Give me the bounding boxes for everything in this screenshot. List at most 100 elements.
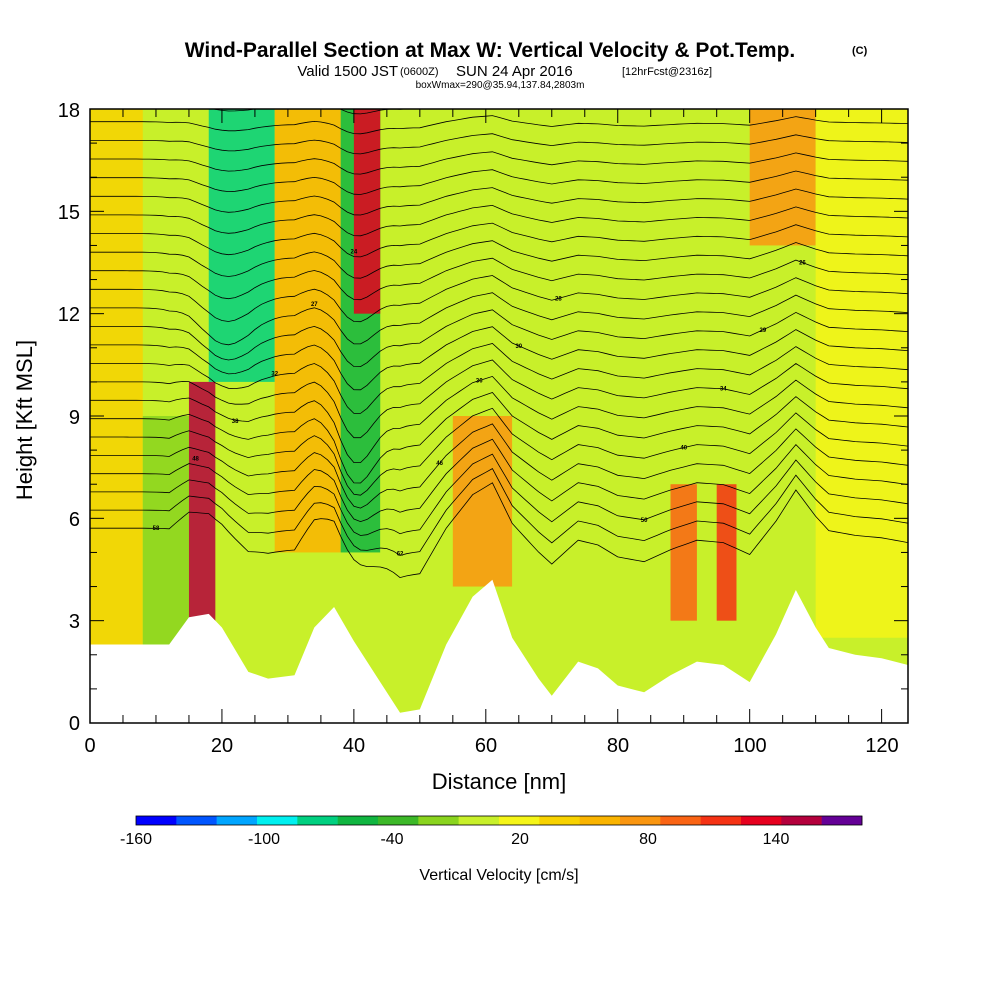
colorbar-swatch [337, 816, 379, 825]
subtitle-box-max: boxWmax=290@35.94,137.84,2803m [416, 80, 585, 91]
colorbar-swatch [378, 816, 419, 825]
colorbar-swatch [297, 816, 338, 825]
theta-contour [90, 453, 908, 536]
x-tick-label: 0 [84, 735, 95, 757]
colorbar-swatches [136, 816, 863, 825]
x-axis-label: Distance [nm] [432, 769, 567, 794]
colorbar-swatch [458, 816, 500, 825]
theta-contour-label: 24 [351, 250, 358, 256]
x-tick-label: 40 [343, 735, 365, 757]
colorbar-tick-label: 140 [763, 831, 790, 848]
y-tick-label: 6 [69, 509, 80, 531]
theta-contour [90, 169, 908, 195]
subtitle-utc: (0600Z) [400, 66, 439, 78]
y-tick-label: 9 [69, 407, 80, 429]
velocity-cell [274, 109, 341, 553]
velocity-cell [749, 109, 816, 246]
y-axis: 0 3 6 9 12 15 18 Height [Kft MSL] [12, 100, 80, 735]
x-tick-label: 60 [475, 735, 497, 757]
colorbar-swatch [700, 816, 742, 825]
theta-contour-label: 34 [720, 387, 727, 393]
theta-contour [90, 309, 908, 368]
velocity-cell [815, 109, 908, 638]
subtitle-forecast: [12hrFcst@2316z] [622, 66, 712, 78]
x-tick-label: 120 [865, 735, 898, 757]
velocity-cell [208, 109, 275, 382]
colorbar-swatch [418, 816, 459, 825]
y-tick-label: 3 [69, 611, 80, 633]
subtitle-date: SUN 24 Apr 2016 [456, 63, 573, 80]
theta-contour [90, 343, 908, 414]
colorbar-tick-label: -40 [380, 831, 403, 848]
theta-contour [90, 151, 908, 175]
theta-contour [90, 392, 908, 484]
theta-contour-label: 58 [153, 526, 160, 532]
potential-temperature-contours: 58 62 50 48 46 40 38 36 34 32 30 29 27 28 26 24 [90, 109, 908, 579]
theta-contour [90, 187, 908, 216]
x-tick-label: 80 [607, 735, 629, 757]
theta-contour-label: 26 [799, 261, 806, 267]
y-axis-label: Height [Kft MSL] [12, 340, 37, 500]
plot-area: 58 62 50 48 46 40 38 36 34 32 30 29 27 28 26 24 [90, 109, 908, 723]
colorbar-swatch [499, 816, 540, 825]
chart-title: Wind-Parallel Section at Max W: Vertical… [185, 39, 796, 62]
velocity-cell [380, 416, 453, 621]
theta-contour [90, 375, 908, 463]
colorbar-tick-label: 20 [511, 831, 529, 848]
colorbar-swatch [579, 816, 621, 825]
theta-contour [90, 115, 908, 135]
colorbar-swatch [741, 816, 782, 825]
subtitle-valid: Valid 1500 JST [297, 63, 398, 80]
theta-contour [90, 240, 908, 279]
title-copyright-mark: (C) [852, 45, 868, 57]
velocity-cell [716, 484, 737, 621]
theta-contour-label: 62 [397, 552, 404, 558]
theta-contour [90, 257, 908, 301]
velocity-cell [353, 109, 381, 314]
theta-contour-label: 46 [436, 461, 443, 467]
colorbar-swatch [257, 816, 298, 825]
y-tick-label: 18 [58, 100, 80, 122]
theta-contour [211, 109, 420, 115]
theta-contour [90, 326, 908, 391]
theta-contour [90, 359, 908, 439]
colorbar-swatch [660, 816, 701, 825]
y-tick-label: 15 [58, 202, 80, 224]
theta-contour-label: 40 [680, 446, 687, 452]
y-tick-label: 0 [69, 713, 80, 735]
theta-contour-label: 30 [515, 344, 522, 350]
x-axis: 0 20 40 60 80 100 120 Distance [nm] [84, 735, 898, 794]
theta-contour [90, 275, 908, 323]
theta-contour [90, 423, 908, 509]
theta-contour [90, 468, 908, 556]
colorbar-swatch [176, 816, 217, 825]
x-tick-label: 100 [733, 735, 766, 757]
colorbar-swatch [216, 816, 258, 825]
colorbar-tick-label: -100 [248, 831, 280, 848]
theta-contour-label: 38 [232, 419, 239, 425]
theta-contour [90, 292, 908, 346]
colorbar-frame [135, 815, 863, 826]
theta-contour-label: 27 [311, 302, 318, 308]
colorbar-swatch [539, 816, 580, 825]
theta-contour-label: 36 [476, 379, 483, 385]
y-tick-label: 12 [58, 304, 80, 326]
colorbar-tick-label: -160 [120, 831, 152, 848]
theta-contour-label: 48 [192, 457, 199, 463]
theta-contour [90, 482, 908, 579]
theta-contour [90, 222, 908, 258]
theta-contour [90, 204, 908, 237]
colorbar-tick-label: 80 [639, 831, 657, 848]
theta-contour-label: 29 [760, 328, 767, 334]
velocity-cell [90, 109, 143, 645]
theta-contour [90, 133, 908, 155]
theta-contour [90, 438, 908, 523]
colorbar-swatch [136, 816, 177, 825]
axis-ticks [89, 108, 908, 724]
velocity-cell [512, 109, 618, 655]
x-tick-label: 20 [211, 735, 233, 757]
theta-contour-label: 32 [271, 372, 278, 378]
velocity-cell [188, 381, 216, 621]
colorbar-swatch [821, 816, 863, 825]
